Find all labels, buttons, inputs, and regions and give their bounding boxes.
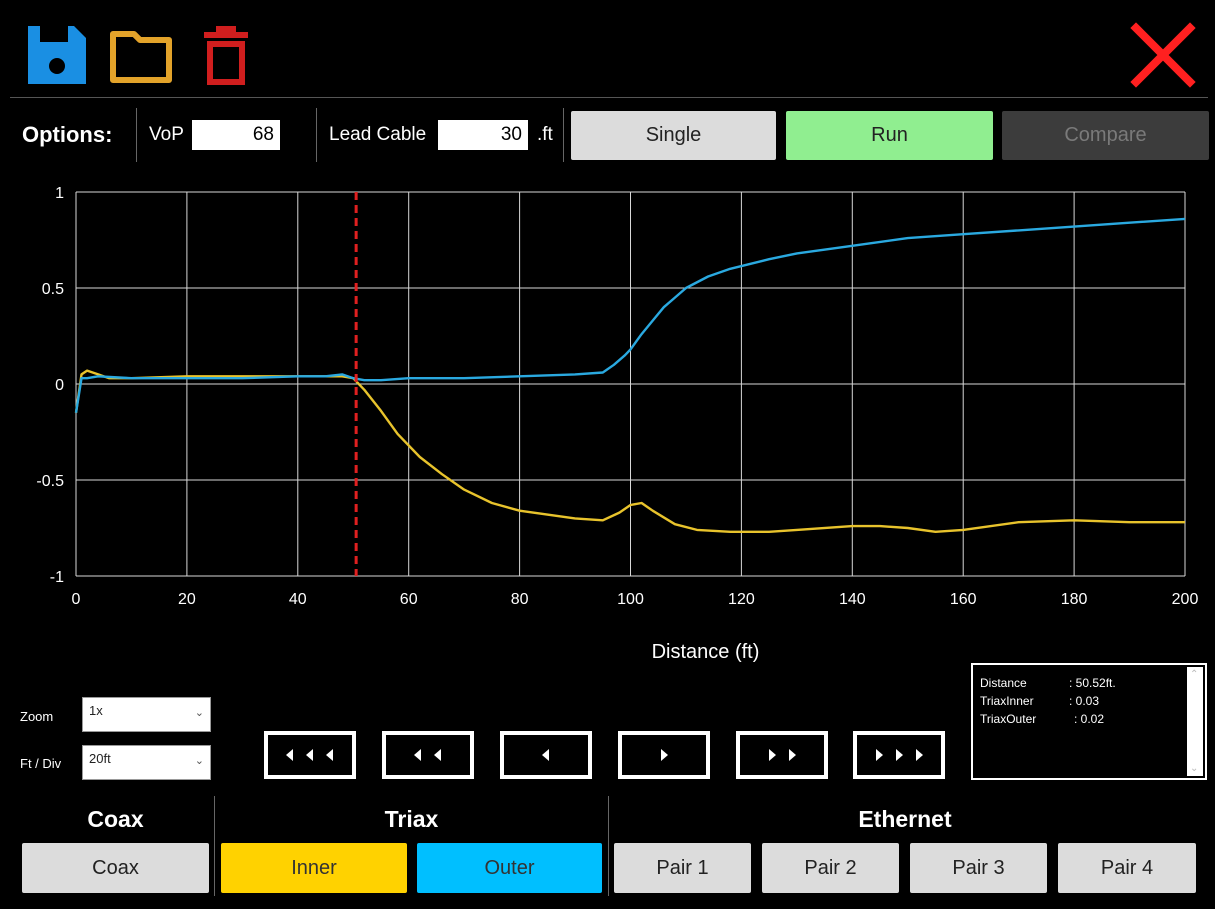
scroll-up-icon: ⌃: [1190, 669, 1199, 680]
x-axis-title: Distance (ft): [652, 641, 760, 663]
y-tick-label: -1: [50, 569, 64, 586]
options-title: Options:: [22, 122, 113, 147]
folder-icon[interactable]: [108, 22, 174, 88]
chevron-down-icon: ⌄: [194, 707, 204, 719]
readout-inner-label: TriaxInner: [980, 694, 1034, 708]
readout-distance-label: Distance: [980, 676, 1027, 690]
y-tick-label: 0: [55, 377, 64, 394]
x-tick-label: 80: [511, 591, 529, 608]
arrow-glyph: [916, 749, 923, 761]
options-divider: [563, 108, 564, 162]
tdr-chart[interactable]: 0 20 40 60 80 100 120 140 160 180 200 1 0.5 0 -0.5 -1 Di…: [0, 170, 1215, 670]
nav-left-double-button[interactable]: [382, 731, 474, 779]
zoom-select[interactable]: 1x ⌄: [82, 697, 211, 732]
options-divider: [316, 108, 317, 162]
readout-inner-value: : 0.03: [1069, 694, 1100, 708]
arrow-glyph: [896, 749, 903, 761]
ethernet-pair4-button[interactable]: Pair 4: [1058, 843, 1196, 893]
readout-distance-value: : 50.52ft.: [1069, 676, 1116, 690]
group-divider: [608, 796, 609, 896]
zoom-label: Zoom: [20, 709, 54, 724]
arrow-glyph: [769, 749, 776, 761]
ftdiv-label: Ft / Div: [20, 756, 62, 771]
nav-right-single-button[interactable]: [618, 731, 710, 779]
readout-scrollbar[interactable]: ⌃ ⌄: [1187, 667, 1203, 776]
x-tick-label: 120: [728, 591, 755, 608]
arrow-glyph: [661, 749, 668, 761]
vop-input[interactable]: [192, 120, 280, 150]
nav-left-single-button[interactable]: [500, 731, 592, 779]
ethernet-pair3-button[interactable]: Pair 3: [910, 843, 1047, 893]
x-tick-label: 200: [1172, 591, 1199, 608]
y-tick-label: 1: [55, 185, 64, 202]
x-tick-label: 160: [950, 591, 977, 608]
arrow-glyph: [414, 749, 421, 761]
series-line-triax-outer: [74, 217, 1186, 413]
arrow-glyph: [789, 749, 796, 761]
arrow-left-icon: [542, 749, 549, 761]
close-icon[interactable]: [1130, 22, 1196, 88]
options-divider: [136, 108, 137, 162]
group-divider: [214, 796, 215, 896]
x-tick-label: 0: [72, 591, 81, 608]
lead-cable-input[interactable]: [438, 120, 528, 150]
arrow-left-icon: [414, 749, 441, 761]
nav-left-triple-button[interactable]: [264, 731, 356, 779]
x-tick-label: 60: [400, 591, 418, 608]
arrow-glyph: [542, 749, 549, 761]
readout-outer-label: TriaxOuter: [980, 712, 1037, 726]
y-tick-label: -0.5: [36, 473, 64, 490]
run-button[interactable]: Run: [786, 111, 993, 160]
nav-right-triple-button[interactable]: [853, 731, 945, 779]
series-line-triax-inner: [74, 369, 1185, 533]
nav-right-double-button[interactable]: [736, 731, 828, 779]
arrow-glyph: [434, 749, 441, 761]
x-tick-label: 140: [839, 591, 866, 608]
arrow-right-icon: [661, 749, 668, 761]
arrow-glyph: [326, 749, 333, 761]
ethernet-pair1-button[interactable]: Pair 1: [614, 843, 751, 893]
y-tick-label: 0.5: [42, 281, 64, 298]
arrow-right-icon: [769, 749, 796, 761]
lead-cable-label: Lead Cable: [329, 124, 427, 145]
triax-outer-button[interactable]: Outer: [417, 843, 602, 893]
x-tick-label: 40: [289, 591, 307, 608]
zoom-select-value: 1x: [89, 703, 103, 718]
ethernet-pair2-button[interactable]: Pair 2: [762, 843, 899, 893]
arrow-right-icon: [876, 749, 923, 761]
coax-button[interactable]: Coax: [22, 843, 209, 893]
ftdiv-select[interactable]: 20ft ⌄: [82, 745, 211, 780]
save-icon[interactable]: [24, 22, 90, 88]
arrow-left-icon: [286, 749, 333, 761]
triax-inner-button[interactable]: Inner: [221, 843, 407, 893]
x-tick-label: 20: [178, 591, 196, 608]
x-tick-label: 100: [617, 591, 644, 608]
trash-icon[interactable]: [196, 22, 256, 88]
cursor-readout-panel: Distance : 50.52ft. TriaxInner : 0.03 Tr…: [971, 663, 1207, 780]
vop-label: VoP: [149, 124, 184, 145]
arrow-glyph: [306, 749, 313, 761]
x-tick-label: 180: [1061, 591, 1088, 608]
single-button[interactable]: Single: [571, 111, 776, 160]
readout-outer-value: : 0.02: [1074, 712, 1105, 726]
compare-button[interactable]: Compare: [1002, 111, 1209, 160]
toolbar-divider: [10, 97, 1208, 98]
scroll-down-icon: ⌄: [1190, 763, 1199, 774]
arrow-glyph: [876, 749, 883, 761]
ftdiv-select-value: 20ft: [89, 751, 111, 766]
arrow-glyph: [286, 749, 293, 761]
chevron-down-icon: ⌄: [194, 755, 204, 767]
ethernet-group-title: Ethernet: [858, 806, 952, 832]
triax-group-title: Triax: [384, 806, 439, 832]
lead-cable-unit: .ft: [537, 124, 553, 145]
coax-group-title: Coax: [87, 806, 144, 832]
